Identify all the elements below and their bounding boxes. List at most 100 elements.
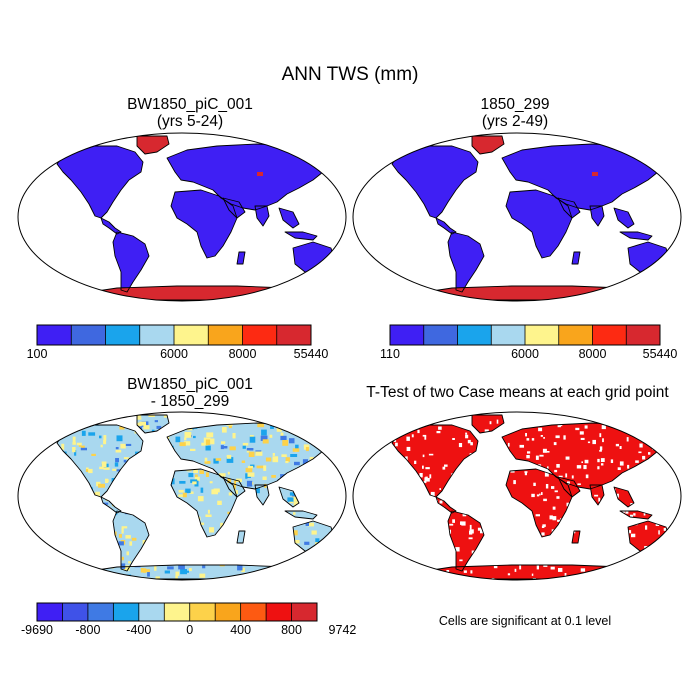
nonsignificant-cell: [660, 436, 666, 440]
madagascar-landmass: [237, 252, 245, 264]
northAmerica-coastline: [56, 424, 144, 498]
seAsia-landmass: [614, 487, 634, 507]
difference-cell: [345, 450, 350, 453]
nonsignificant-cell: [597, 466, 600, 470]
nonsignificant-cell: [468, 537, 473, 540]
difference-cell: [121, 526, 128, 529]
nonsignificant-cell: [663, 441, 668, 445]
colorbar-swatch: [592, 325, 627, 345]
nonsignificant-cell: [679, 471, 682, 473]
difference-cell: [330, 439, 335, 443]
nonsignificant-cell: [406, 436, 410, 441]
difference-cell: [246, 449, 250, 453]
difference-cell: [226, 457, 234, 463]
nonsignificant-cell: [633, 513, 636, 516]
nonsignificant-cell: [465, 434, 469, 439]
greenland-coastline: [471, 135, 505, 155]
difference-cell: [154, 565, 157, 571]
nonsignificant-cell: [477, 527, 482, 531]
difference-cell: [338, 456, 342, 460]
difference-cell: [327, 415, 334, 417]
difference-cell: [114, 462, 119, 467]
colorbar-swatch: [215, 603, 241, 621]
nonsignificant-cell: [677, 528, 681, 532]
difference-cell: [281, 454, 287, 457]
nonsignificant-cell: [557, 519, 561, 522]
nonsignificant-cell: [519, 444, 524, 448]
northAmerica-landmass: [57, 146, 143, 218]
nonsignificant-cell: [663, 528, 667, 531]
difference-cell: [272, 453, 275, 456]
difference-cell: [19, 420, 24, 426]
difference-cell: [62, 562, 69, 567]
greenland-coastline: [136, 135, 170, 155]
colorbar-swatch: [174, 325, 209, 345]
difference-cell: [338, 567, 342, 570]
nonsignificant-cell: [526, 455, 530, 459]
nonsignificant-cell: [555, 435, 560, 439]
difference-cell: [85, 469, 91, 472]
difference-cell: [220, 445, 224, 450]
colorbar-tick-label: 8000: [228, 347, 257, 361]
difference-cell: [291, 496, 298, 502]
nonsignificant-cell: [378, 423, 382, 426]
nonsignificant-cell: [672, 422, 675, 424]
difference-cell: [101, 461, 107, 467]
field-highlights: [592, 172, 598, 176]
difference-cell: [193, 467, 198, 474]
nonsignificant-cell: [446, 570, 450, 573]
colorbar-swatch: [240, 603, 267, 621]
difference-cell: [95, 491, 100, 498]
nonsignificant-cell: [541, 532, 545, 536]
difference-cell: [35, 554, 40, 556]
difference-cell: [98, 417, 102, 421]
difference-cell: [329, 415, 334, 418]
difference-cell: [35, 443, 41, 446]
difference-cell: [175, 436, 181, 443]
difference-cell: [248, 451, 255, 457]
greenland-landmass: [472, 415, 504, 433]
difference-cell: [78, 415, 82, 420]
nonsignificant-cell: [617, 467, 621, 470]
southAmerica-coastline: [447, 510, 485, 572]
difference-cell: [103, 440, 107, 445]
centralAmerica-coastline: [100, 217, 122, 235]
nonsignificant-cell: [682, 567, 686, 571]
nonsignificant-cell: [578, 415, 581, 418]
nonsignificant-cell: [657, 417, 659, 420]
difference-cell: [182, 492, 187, 498]
difference-cell: [305, 446, 309, 452]
nonsignificant-cell: [409, 567, 412, 572]
colorbar-swatch: [37, 603, 63, 621]
colorbar-swatch: [457, 325, 492, 345]
nonsignificant-cell: [599, 450, 602, 452]
colorbar-swatch: [62, 603, 89, 621]
nonsignificant-cell: [354, 543, 358, 546]
colorbar-frame: [389, 324, 661, 346]
nonsignificant-cell: [461, 521, 466, 526]
difference-cell: [143, 425, 150, 430]
difference-cell: [229, 446, 236, 451]
figure-title: ANN TWS (mm): [281, 64, 419, 85]
nonsignificant-cell: [539, 493, 541, 496]
difference-cell: [209, 527, 215, 533]
difference-cell: [299, 575, 304, 578]
difference-cell: [342, 435, 345, 439]
difference-cell: [163, 415, 167, 418]
difference-cell: [121, 563, 126, 569]
nonsignificant-cell: [441, 573, 445, 576]
panel-title-top-left: BW1850_piC_001 (yrs 5-24): [25, 96, 355, 130]
difference-cell: [315, 581, 317, 583]
difference-cell: [199, 470, 204, 474]
nonsignificant-cell: [634, 427, 637, 430]
nonsignificant-cell: [566, 502, 570, 507]
difference-cell: [205, 472, 209, 477]
difference-cell: [294, 461, 300, 466]
difference-cell: [206, 432, 214, 438]
nonsignificant-cell: [531, 493, 535, 498]
nonsignificant-cell: [625, 511, 629, 514]
nonsignificant-cell: [395, 442, 398, 447]
nonsignificant-cell: [507, 442, 510, 447]
difference-cell: [293, 540, 300, 544]
